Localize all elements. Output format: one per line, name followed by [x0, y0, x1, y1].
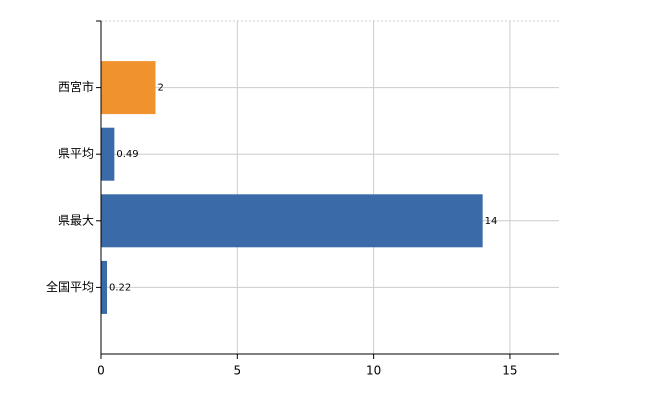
y-tick-label: 県最大 [58, 213, 94, 227]
x-tick-label: 0 [97, 364, 105, 378]
y-tick-label: 全国平均 [46, 279, 94, 294]
x-tick-label: 15 [502, 364, 517, 378]
y-tick-label: 西宮市 [58, 79, 94, 94]
value-label: 2 [158, 83, 164, 94]
bar [101, 61, 156, 115]
bar [101, 260, 107, 314]
value-label: 0.22 [109, 282, 131, 293]
x-tick-label: 5 [233, 364, 241, 378]
x-tick-label: 10 [366, 364, 381, 378]
value-label: 14 [485, 216, 498, 227]
bar [101, 127, 115, 181]
bar [101, 194, 483, 248]
value-label: 0.49 [116, 149, 138, 160]
y-tick-label: 県平均 [58, 147, 94, 161]
